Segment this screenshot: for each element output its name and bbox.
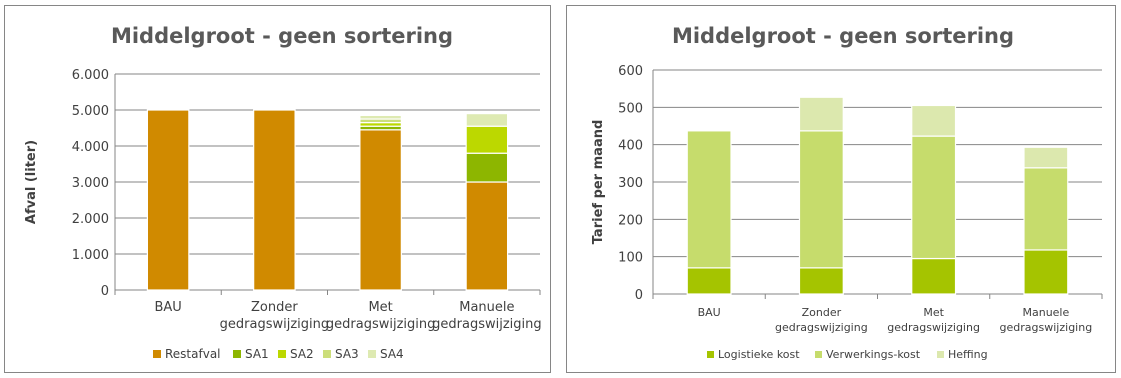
x-tick-label: gedragswijziging xyxy=(326,317,435,332)
y-tick-label: 0 xyxy=(101,284,109,299)
bar-segment xyxy=(686,267,732,295)
legend-swatch xyxy=(937,351,944,358)
legend-swatch xyxy=(278,350,286,358)
chart-title: Middelgroot - geen sortering xyxy=(672,24,1014,48)
bar-segment xyxy=(798,130,844,269)
y-tick-label: 200 xyxy=(618,213,643,228)
legend-label: Restafval xyxy=(165,347,221,361)
legend-label: SA3 xyxy=(335,347,359,361)
y-tick-label: 1.000 xyxy=(72,248,109,263)
x-tick-label: gedragswijziging xyxy=(887,321,980,334)
x-tick-label: gedragswijziging xyxy=(220,317,329,332)
legend-swatch xyxy=(707,351,714,358)
legend-label: SA1 xyxy=(245,347,269,361)
chart-panel-tariff: Middelgroot - geen sortering 0 100 200 300 40… xyxy=(566,5,1116,373)
legend-label: Logistieke kost xyxy=(718,348,800,361)
legend-label: Heffing xyxy=(948,348,988,361)
legend-label: Verwerkings-kost xyxy=(826,348,921,361)
y-tick-label: 0 xyxy=(635,288,643,303)
waste-volume-chart: Middelgroot - geen sortering 0 1.000 2.000 3… xyxy=(24,24,542,361)
bar-segment xyxy=(798,267,844,295)
x-tick-label: Manuele xyxy=(1022,306,1069,319)
bar-segment xyxy=(465,125,509,154)
legend-swatch xyxy=(368,350,376,358)
legend-swatch xyxy=(323,350,331,358)
bar-segment xyxy=(359,114,402,120)
x-tick-label: Met xyxy=(368,300,392,315)
y-axis-title: Tarief per maand xyxy=(591,120,606,245)
y-tick-label: 6.000 xyxy=(72,68,109,83)
y-tick-label: 4.000 xyxy=(72,140,109,155)
bar-segment xyxy=(911,257,957,295)
chart-panel-waste: Middelgroot - geen sortering 0 1.000 2.000 3… xyxy=(4,5,551,373)
bar-segment xyxy=(1023,249,1069,295)
x-tick-label: gedragswijziging xyxy=(775,321,868,334)
bar-segment xyxy=(253,109,296,291)
y-tick-label: 500 xyxy=(618,101,643,116)
y-tick-label: 300 xyxy=(618,176,643,191)
x-tick-label: BAU xyxy=(698,306,721,319)
bar-segment xyxy=(359,129,402,291)
chart-title: Middelgroot - geen sortering xyxy=(111,24,453,48)
bar-segment xyxy=(911,104,957,137)
bar-segment xyxy=(465,152,509,183)
y-tick-label: 600 xyxy=(618,64,643,79)
bar-segment xyxy=(686,130,732,269)
x-tick-label: BAU xyxy=(154,300,181,315)
bar-segment xyxy=(798,96,844,132)
y-tick-label: 100 xyxy=(618,251,643,266)
y-tick-label: 3.000 xyxy=(72,176,109,191)
y-tick-label: 5.000 xyxy=(72,104,109,119)
bar-segment xyxy=(146,109,190,291)
x-tick-label: gedragswijziging xyxy=(432,317,541,332)
bar-segment xyxy=(1023,167,1069,251)
legend-swatch xyxy=(233,350,241,358)
legend-label: SA2 xyxy=(290,347,314,361)
bar-segment xyxy=(1023,146,1069,169)
bar-segment xyxy=(465,181,509,291)
x-tick-label: Zonder xyxy=(802,306,842,319)
legend-swatch xyxy=(153,350,161,358)
tariff-chart: Middelgroot - geen sortering 0 100 200 300 40… xyxy=(591,24,1103,361)
y-axis-title: Afval (liter) xyxy=(24,140,39,224)
x-tick-label: Manuele xyxy=(459,300,514,315)
bar-segment xyxy=(911,135,957,260)
x-tick-label: gedragswijziging xyxy=(1000,321,1093,334)
y-tick-label: 400 xyxy=(618,139,643,154)
legend-swatch xyxy=(815,351,822,358)
x-tick-label: Zonder xyxy=(251,300,298,315)
y-tick-label: 2.000 xyxy=(72,212,109,227)
legend-label: SA4 xyxy=(380,347,404,361)
bar-segment xyxy=(465,112,509,127)
x-tick-label: Met xyxy=(923,306,944,319)
